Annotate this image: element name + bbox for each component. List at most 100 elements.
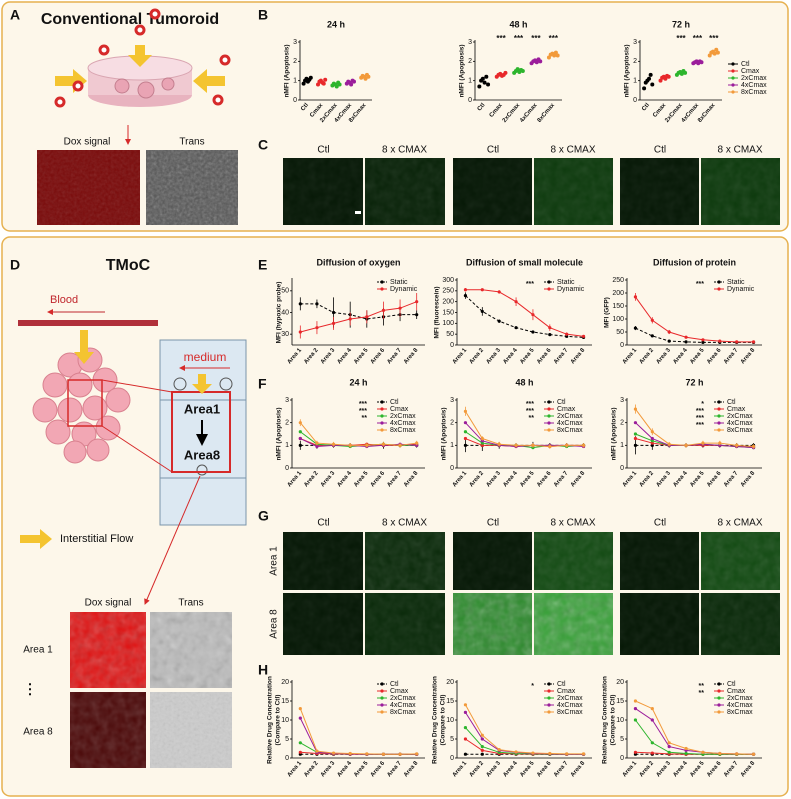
point [633,432,638,436]
point [398,443,402,447]
point [480,441,484,445]
point [315,302,319,306]
legend-label: Ctl [727,681,736,688]
y-tick-label: 5 [620,736,624,743]
dot [699,60,704,65]
point [650,436,654,441]
point [463,430,468,434]
label: Area1 [184,401,220,416]
legend-label: Cmax [557,406,576,413]
point [480,288,484,292]
dot [482,80,487,85]
label: Blood [50,294,78,306]
chart-title: 48 h [509,19,527,29]
chart-title: Diffusion of small molecule [466,257,583,267]
dot [486,82,491,87]
y-axis-label: Relative Drug Concentration [602,676,609,764]
point [684,443,688,447]
row-label: Area 8 [269,609,280,639]
significance: ** [699,690,705,697]
y-axis-label: nMFI (Apoptosis) [441,407,448,460]
legend-swatch [547,682,551,686]
port [173,377,187,391]
legend-swatch [380,287,384,291]
y-tick-label: 200 [612,290,624,297]
point [463,443,468,447]
y-tick-label: 1 [468,78,472,85]
dot [642,86,647,91]
point [480,752,484,756]
dot [477,84,482,89]
legend-swatch [717,280,721,284]
significance: *** [696,422,704,429]
dot [352,79,356,84]
chart-title: 24 h [327,19,345,29]
point [548,751,552,756]
point [415,752,419,756]
legend-label: 4xCmax [741,82,767,89]
y-tick-label: 0 [450,465,454,472]
dot [552,53,557,58]
y-tick-label: 100 [442,320,454,327]
point [480,733,484,737]
label: Area8 [184,447,220,462]
significance: *** [693,34,703,43]
dot [321,81,326,86]
dot [658,78,663,83]
y-tick-label: 10 [616,717,624,724]
point [633,750,638,754]
chart-title: 24 h [349,377,367,387]
point [751,340,756,344]
texture [701,532,780,590]
point [398,752,402,756]
legend-label: Cmax [727,406,746,413]
y-tick-label: 200 [442,299,454,306]
point [463,288,468,292]
y-tick-label: 15 [281,698,289,705]
series-line [635,296,754,343]
legend-label: 8xCmax [390,427,416,434]
panel-letter: B [258,7,268,23]
point [735,752,739,756]
dot [534,60,539,65]
dot [707,53,712,58]
legend-swatch [380,703,384,707]
y-tick-label: 0 [468,97,472,104]
point [633,707,638,711]
y-tick-label: 20 [281,679,289,686]
legend-label: 8xCmax [557,709,583,716]
legend-swatch [717,414,721,418]
y-axis-label: nMFI (Apoptosis) [276,407,283,460]
point [298,302,302,306]
legend-swatch [547,280,551,284]
y-axis-label: MFI (fluorescein) [434,286,441,338]
point [398,306,402,310]
column-label: 8 x CMAX [550,145,595,156]
y-tick-label: 5 [450,736,454,743]
legend-swatch [380,400,384,404]
texture [534,532,613,590]
point [348,317,352,321]
point [365,443,369,447]
y-axis-label: nMFI (Apoptosis) [284,44,291,97]
point [684,746,688,751]
drug [54,8,231,108]
legend-label: 4xCmax [557,420,583,427]
point [480,309,484,314]
point [650,751,654,755]
y-tick-label: 0 [285,755,289,762]
arrow [193,69,225,93]
legend-label: Ctl [727,399,736,406]
column-label: Ctl [654,518,666,529]
column-label: Ctl [317,145,329,156]
legend-swatch [717,710,721,714]
legend-swatch [717,287,721,291]
point [514,300,518,304]
point [650,441,654,445]
point [633,326,638,330]
series-line [635,422,754,449]
texture [620,532,699,590]
point [315,326,319,330]
panel-letter: E [258,257,267,273]
texture [70,692,146,768]
